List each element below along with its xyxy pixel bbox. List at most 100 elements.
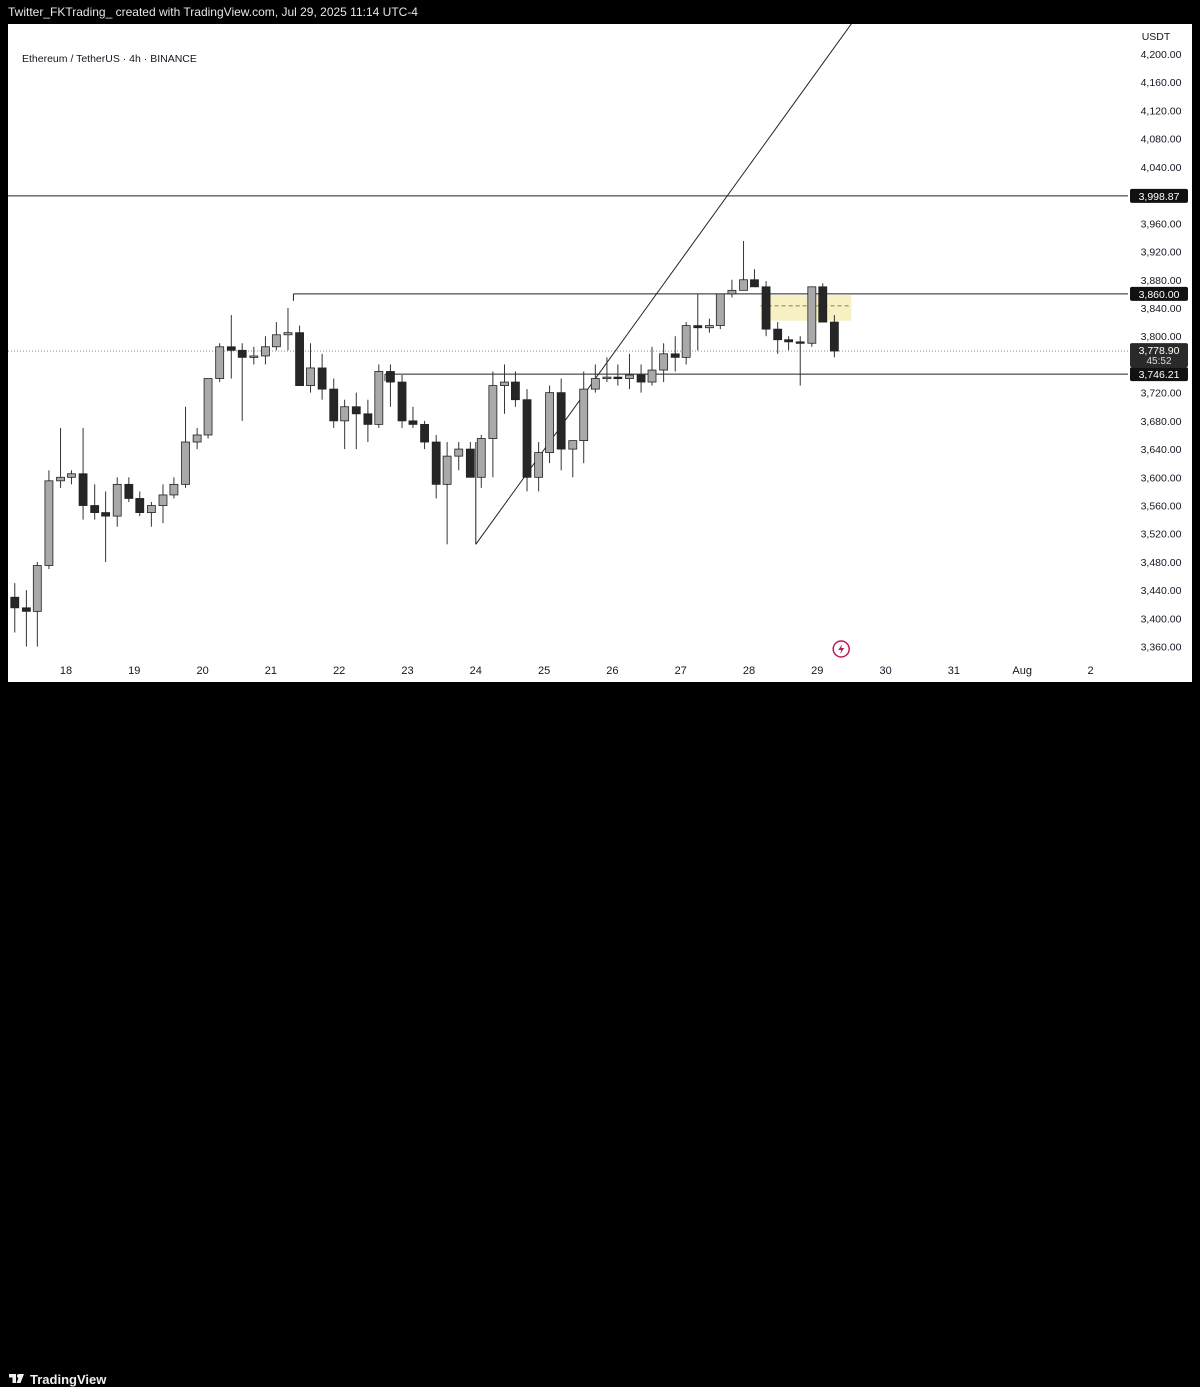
candle-body[interactable] [590, 378, 600, 390]
trendline[interactable] [475, 24, 886, 545]
time-tick-label: 28 [743, 665, 755, 677]
candle-body[interactable] [237, 349, 247, 358]
candle-body[interactable] [78, 473, 88, 506]
price-marker [1130, 367, 1188, 382]
candle-body[interactable] [215, 346, 225, 379]
candle-body[interactable] [829, 321, 839, 352]
price-tick-label: 3,560.00 [1141, 501, 1182, 513]
price-tick-label: 4,120.00 [1141, 105, 1182, 117]
candle-body[interactable] [317, 367, 327, 390]
candle-body[interactable] [568, 440, 578, 450]
candle-body[interactable] [761, 286, 771, 330]
price-marker [1130, 188, 1188, 203]
price-chart[interactable]: 4,200.00 4,160.00 4,120.00 4,080.00 4,040.00… [8, 24, 1192, 682]
candle-body[interactable] [329, 388, 339, 422]
time-tick-label: 20 [196, 665, 208, 677]
candle-body[interactable] [169, 483, 179, 496]
candle-body[interactable] [636, 374, 646, 383]
candle-body[interactable] [795, 341, 805, 344]
candle-body[interactable] [750, 279, 759, 288]
price-marker-label: 3,746.21 [1139, 369, 1180, 381]
candle-body[interactable] [124, 483, 134, 499]
candle-body[interactable] [32, 565, 42, 612]
candle-body[interactable] [192, 434, 202, 443]
candle-body[interactable] [351, 406, 361, 415]
time-tick-label: 18 [60, 665, 72, 677]
candle-body[interactable] [727, 289, 737, 295]
time-tick-label: 30 [879, 665, 891, 677]
candle-body[interactable] [135, 498, 145, 513]
candle-body[interactable] [340, 406, 350, 422]
candle-body[interactable] [271, 334, 281, 348]
candle-body[interactable] [44, 480, 54, 566]
price-tick-label: 3,920.00 [1141, 247, 1182, 259]
candle-body[interactable] [454, 448, 464, 457]
candle-body[interactable] [67, 473, 76, 478]
candle-body[interactable] [374, 371, 384, 425]
candle-body[interactable] [146, 505, 156, 513]
candle-body[interactable] [784, 339, 794, 343]
candle-body[interactable] [773, 328, 783, 341]
candle-body[interactable] [693, 325, 703, 329]
candle-body[interactable] [386, 371, 395, 383]
candle-body[interactable] [431, 441, 441, 485]
chart-area[interactable]: 4,200.00 4,160.00 4,120.00 4,080.00 4,040.00… [8, 24, 1192, 682]
candle-body[interactable] [90, 505, 100, 513]
candle-body[interactable] [261, 346, 270, 357]
candle-body[interactable] [647, 369, 657, 383]
tradingview-brand: TradingView [30, 1372, 107, 1387]
candle-body[interactable] [283, 332, 293, 336]
candle-body[interactable] [476, 438, 486, 478]
candle-body[interactable] [10, 596, 20, 609]
time-tick-label: 29 [811, 665, 823, 677]
candle-body[interactable] [625, 374, 634, 379]
candle-body[interactable] [534, 452, 544, 478]
candle-body[interactable] [602, 376, 612, 380]
candle-body[interactable] [522, 399, 532, 478]
candle-body[interactable] [500, 381, 509, 386]
time-tick-label: 26 [606, 665, 618, 677]
currency-label: USDT [1142, 31, 1171, 43]
candle-body[interactable] [579, 388, 589, 442]
candle-body[interactable] [681, 325, 691, 358]
candle-body[interactable] [420, 423, 429, 443]
candle-body[interactable] [203, 378, 213, 436]
candle-body[interactable] [249, 355, 259, 358]
candle-body[interactable] [295, 332, 304, 386]
candle-body[interactable] [397, 381, 407, 422]
candle-body[interactable] [545, 392, 554, 454]
price-tick-label: 3,360.00 [1141, 642, 1182, 654]
price-tick-label: 3,600.00 [1141, 472, 1182, 484]
candle-body[interactable] [181, 441, 190, 485]
candle-body[interactable] [112, 483, 122, 517]
candle-body[interactable] [659, 353, 669, 371]
price-tick-label: 3,960.00 [1141, 218, 1182, 230]
price-tick-label: 3,480.00 [1141, 557, 1182, 569]
lightning-bolt [838, 644, 845, 654]
candle-body[interactable] [556, 392, 566, 450]
candle-body[interactable] [21, 607, 31, 612]
candle-body[interactable] [56, 476, 65, 482]
candle-body[interactable] [613, 376, 623, 380]
candle-body[interactable] [818, 286, 828, 323]
candle-body[interactable] [306, 367, 315, 386]
candle-body[interactable] [511, 381, 520, 401]
candle-body[interactable] [704, 325, 714, 329]
candle-body[interactable] [465, 448, 475, 478]
candle-body[interactable] [363, 413, 373, 425]
candle-body[interactable] [442, 455, 452, 485]
candle-body[interactable] [670, 353, 680, 358]
price-tick-label: 4,080.00 [1141, 134, 1182, 146]
candle-body[interactable] [488, 385, 498, 439]
candle-body[interactable] [807, 286, 817, 344]
price-tick-label: 3,840.00 [1141, 303, 1182, 315]
candle-body[interactable] [226, 346, 236, 351]
candle-body[interactable] [158, 494, 168, 506]
candle-body[interactable] [101, 512, 111, 517]
candle-body[interactable] [715, 293, 725, 327]
supply-zone [760, 295, 852, 321]
price-tick-label: 3,520.00 [1141, 529, 1182, 541]
candle-body[interactable] [408, 420, 418, 425]
price-marker [1130, 286, 1188, 301]
candle-body[interactable] [739, 279, 748, 291]
